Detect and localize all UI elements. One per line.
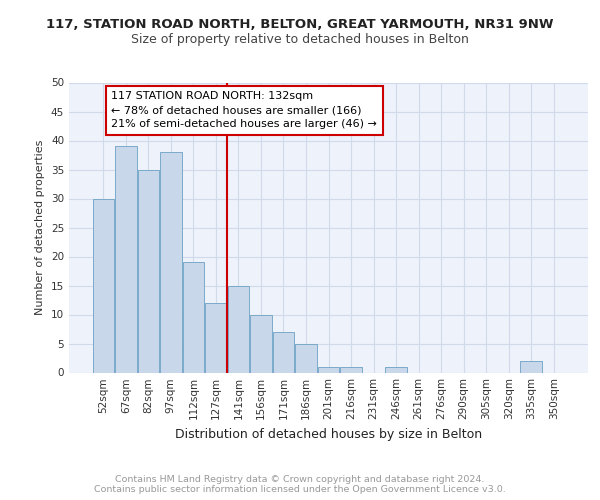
Bar: [250, 314, 272, 372]
Text: 117, STATION ROAD NORTH, BELTON, GREAT YARMOUTH, NR31 9NW: 117, STATION ROAD NORTH, BELTON, GREAT Y…: [46, 18, 554, 30]
Bar: [92, 198, 114, 372]
Bar: [182, 262, 204, 372]
Text: Contains HM Land Registry data © Crown copyright and database right 2024.
Contai: Contains HM Land Registry data © Crown c…: [94, 474, 506, 494]
Bar: [520, 361, 542, 372]
Bar: [318, 366, 339, 372]
Bar: [160, 152, 182, 372]
Text: Size of property relative to detached houses in Belton: Size of property relative to detached ho…: [131, 32, 469, 46]
Bar: [273, 332, 294, 372]
X-axis label: Distribution of detached houses by size in Belton: Distribution of detached houses by size …: [175, 428, 482, 441]
Bar: [115, 146, 137, 372]
Bar: [340, 366, 362, 372]
Text: 117 STATION ROAD NORTH: 132sqm
← 78% of detached houses are smaller (166)
21% of: 117 STATION ROAD NORTH: 132sqm ← 78% of …: [111, 91, 377, 129]
Bar: [137, 170, 159, 372]
Bar: [295, 344, 317, 372]
Y-axis label: Number of detached properties: Number of detached properties: [35, 140, 46, 315]
Bar: [228, 286, 249, 372]
Bar: [205, 303, 227, 372]
Bar: [385, 366, 407, 372]
